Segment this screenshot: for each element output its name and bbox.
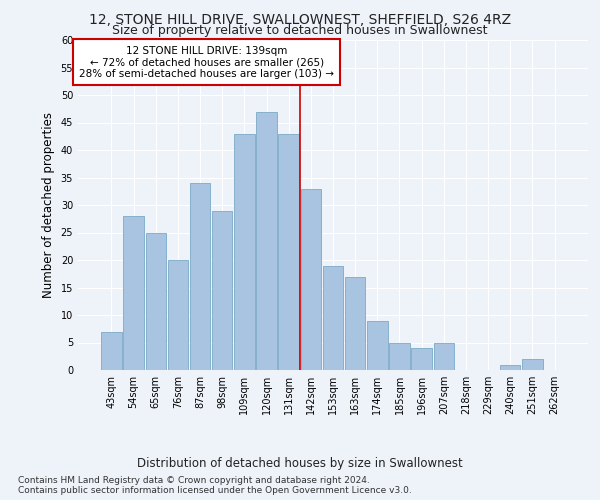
Bar [412, 348, 432, 370]
Bar [124, 216, 144, 370]
Bar [212, 210, 232, 370]
Bar [301, 188, 321, 370]
Bar [389, 342, 410, 370]
Text: Contains HM Land Registry data © Crown copyright and database right 2024.
Contai: Contains HM Land Registry data © Crown c… [18, 476, 412, 495]
Bar [278, 134, 299, 370]
Text: 12 STONE HILL DRIVE: 139sqm
← 72% of detached houses are smaller (265)
28% of se: 12 STONE HILL DRIVE: 139sqm ← 72% of det… [79, 46, 334, 78]
Bar [367, 320, 388, 370]
Bar [234, 134, 254, 370]
Bar [434, 342, 454, 370]
Bar [522, 359, 542, 370]
Bar [323, 266, 343, 370]
Bar [190, 183, 210, 370]
Bar [256, 112, 277, 370]
Text: Size of property relative to detached houses in Swallownest: Size of property relative to detached ho… [112, 24, 488, 37]
Bar [101, 332, 122, 370]
Y-axis label: Number of detached properties: Number of detached properties [42, 112, 55, 298]
Text: Distribution of detached houses by size in Swallownest: Distribution of detached houses by size … [137, 458, 463, 470]
Bar [345, 276, 365, 370]
Text: 12, STONE HILL DRIVE, SWALLOWNEST, SHEFFIELD, S26 4RZ: 12, STONE HILL DRIVE, SWALLOWNEST, SHEFF… [89, 12, 511, 26]
Bar [500, 364, 520, 370]
Bar [146, 232, 166, 370]
Bar [167, 260, 188, 370]
